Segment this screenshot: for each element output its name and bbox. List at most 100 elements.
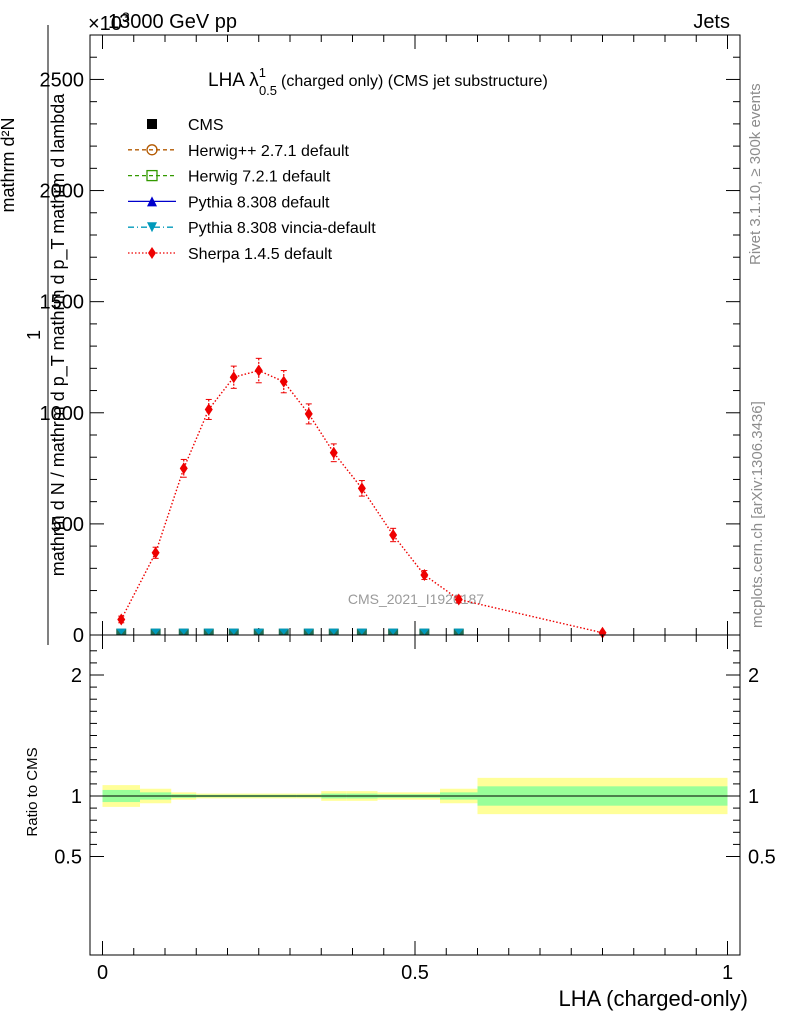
ratio-xtick-label: 0.5 [401,962,429,984]
ratio-xtick-label: 0 [97,962,108,984]
header-left: 13000 GeV pp [108,11,237,33]
sherpa-marker [454,593,463,606]
mc-triangle [388,628,399,635]
exponent-label: ×103 [88,9,130,35]
mc-triangle [116,628,127,635]
mc-point [278,628,289,635]
legend-marker [147,196,157,207]
sherpa-marker [420,569,429,581]
legend-entry: Pythia 8.308 vincia-default [128,220,376,237]
ylabel-denominator: mathrm d N / mathrm d p_T mathrm d p_T m… [48,93,69,576]
ratio-ytick-label-right: 2 [748,665,759,687]
x-axis-label: LHA (charged-only) [558,986,748,1011]
mc-point [253,628,264,635]
mcplots-label: mcplots.cern.ch [arXiv:1306.3436] [749,401,766,628]
legend-label: Herwig++ 2.7.1 default [188,143,350,160]
main-ytick-label: 500 [51,514,84,536]
sherpa-marker [279,375,288,388]
legend-marker [146,144,158,156]
legend-marker [148,247,156,259]
labels: ×103 13000 GeV pp Jets Rivet 3.1.10, ≥ 3… [88,9,766,628]
ylabel-numerator: 1 [24,330,44,340]
rivet-label: Rivet 3.1.10, ≥ 300k events [747,83,764,265]
mc-point [228,628,239,635]
sherpa-marker [229,371,238,384]
mc-triangle [150,628,161,635]
sherpa-point [329,443,338,463]
watermark: CMS_2021_I1920187 [348,591,484,607]
mc-point [328,628,339,635]
legend-label: Herwig 7.2.1 default [188,169,331,186]
mc-point [303,628,314,635]
ratio-ytick-label: 0.5 [54,847,82,869]
chart-title: LHA λ1 0.5(charged only) (CMS jet substru… [208,65,548,98]
mc-triangle [303,628,314,635]
mc-point [116,628,127,635]
main-ylabel: 1 mathrm d N / mathrm d p_T mathrm d p_T … [0,25,69,645]
sherpa-point [229,365,238,389]
sherpa-marker [254,364,263,377]
sherpa-point [117,613,126,626]
mc-triangle [228,628,239,635]
mc-point [178,628,189,635]
main-ytick-label: 1500 [40,292,85,314]
mc-triangle [203,628,214,635]
mc-triangle [328,628,339,635]
sherpa-point [151,546,160,559]
sherpa-marker [329,446,338,459]
main-ytick-label: 2500 [40,69,85,91]
mc-point [203,628,214,635]
legend-entry: Herwig 7.2.1 default [128,169,331,186]
legend-label: Pythia 8.308 default [188,194,330,211]
sherpa-marker [117,613,126,626]
main-panel: 0 500 1000 1500 2000 2500 1 mathrm d N / mathrm… [0,25,741,647]
sherpa-marker [357,482,366,495]
sherpa-point [304,403,313,425]
legend-marker [147,119,157,129]
ratio-ylabel: Ratio to CMS [24,747,41,836]
sherpa-point [454,593,463,606]
sherpa-point [389,527,398,543]
legend-entry: Herwig++ 2.7.1 default [128,143,350,160]
ratio-ytick-label-right: 1 [748,786,759,808]
sherpa-point [598,626,607,639]
main-ytick-label: 2000 [40,181,85,203]
sherpa-marker [304,407,313,420]
sherpa-point [357,480,366,497]
mc-point [150,628,161,635]
sherpa-marker [204,403,213,416]
ylabel-dn: mathrm d²N [0,117,18,212]
sherpa-point [204,398,213,420]
mc-triangle [356,628,367,635]
ratio-ytick-label: 2 [71,665,82,687]
sherpa-marker [179,462,188,475]
mc-triangle [453,628,464,635]
sherpa-point [179,458,188,478]
main-ytick-label: 0 [73,625,84,647]
mc-triangle [253,628,264,635]
sherpa-point [254,357,263,384]
ratio-ytick-label-right: 0.5 [748,847,776,869]
mc-point [388,628,399,635]
legend-marker [146,169,158,182]
legend-label: Pythia 8.308 vincia-default [188,220,376,237]
legend-entry: CMS [147,117,224,134]
sherpa-marker [389,529,398,541]
ratio-xtick-label: 1 [722,962,733,984]
mc-point [356,628,367,635]
mc-point [419,628,430,635]
legend-marker [147,222,157,233]
ratio-ytick-label: 1 [71,786,82,808]
legend-label: Sherpa 1.4.5 default [188,246,333,263]
sherpa-marker [598,626,607,639]
main-ytick-label: 1000 [40,403,85,425]
mc-triangle [178,628,189,635]
mc-triangle [278,628,289,635]
sherpa-point [420,569,429,581]
mc-point [453,628,464,635]
mc-triangle [419,628,430,635]
legend-entry: Pythia 8.308 default [128,194,330,211]
sherpa-point [279,370,288,394]
